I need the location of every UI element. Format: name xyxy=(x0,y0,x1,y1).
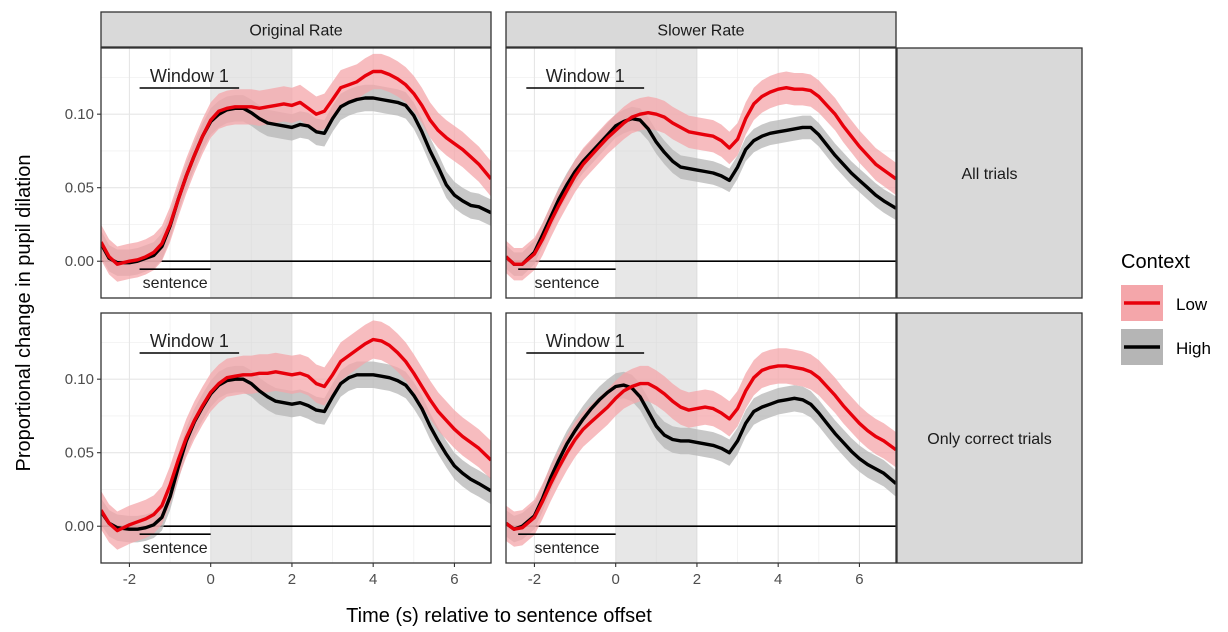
strip-all-trials: All trials xyxy=(896,47,1083,299)
facet-strips: Original Rate Slower Rate All trials Only c… xyxy=(100,11,1083,564)
x-axis-label: Time (s) relative to sentence offset xyxy=(346,605,652,627)
panel-slower-rate-all-trials-series xyxy=(506,71,896,281)
y-tick-label: 0.05 xyxy=(65,180,94,197)
x-tick-label: -2 xyxy=(123,571,136,588)
line-low xyxy=(101,337,491,533)
y-axis-label: Proportional change in pupil dilation xyxy=(13,155,35,472)
legend-key-low: Low xyxy=(1121,285,1208,321)
legend-key-high: High xyxy=(1121,329,1211,365)
window-label: Window 1 xyxy=(546,331,625,351)
strip-background xyxy=(505,11,897,48)
panel-original-rate-only-correct-trials-series xyxy=(101,320,491,550)
window-label: Window 1 xyxy=(150,331,229,351)
x-tick-label: -2 xyxy=(528,571,541,588)
strip-background xyxy=(896,312,1083,564)
strip-label: Slower Rate xyxy=(657,23,744,40)
sentence-label: sentence xyxy=(534,540,599,557)
line-low xyxy=(506,86,896,266)
ribbon-low xyxy=(101,320,491,550)
panel-original-rate-only-correct-trials-border xyxy=(100,312,492,564)
strip-background xyxy=(896,47,1083,299)
x-tick-label: 2 xyxy=(288,571,296,588)
strip-slower-rate: Slower Rate xyxy=(505,11,897,48)
strip-only-correct-trials: Only correct trials xyxy=(896,312,1083,564)
y-tick-label: 0.00 xyxy=(65,518,94,535)
line-high xyxy=(101,373,491,531)
y-tick-label: 0.05 xyxy=(65,445,94,462)
strip-label: Only correct trials xyxy=(927,431,1051,448)
x-tick-label: 0 xyxy=(207,571,215,588)
legend-title: Context xyxy=(1121,251,1190,273)
sentence-label: sentence xyxy=(534,275,599,292)
panel-original-rate-all-trials-series xyxy=(101,53,491,282)
strip-background xyxy=(100,11,492,48)
panel-slower-rate-only-correct-trials: Window 1 sentence xyxy=(505,312,897,564)
strip-label: All trials xyxy=(961,166,1017,183)
x-tick-label: 6 xyxy=(450,571,458,588)
strip-original-rate: Original Rate xyxy=(100,11,492,48)
x-tick-label: 6 xyxy=(855,571,863,588)
panel-slower-rate-all-trials: Window 1 sentence xyxy=(505,47,897,299)
panel-slower-rate-only-correct-trials-series xyxy=(506,348,896,547)
window-label: Window 1 xyxy=(546,66,625,86)
sentence-label: sentence xyxy=(143,540,208,557)
panel-slower-rate-all-trials-border xyxy=(505,47,897,299)
legend-label-low: Low xyxy=(1176,295,1208,314)
y-tick-label: 0.00 xyxy=(65,253,94,270)
strip-label: Original Rate xyxy=(249,23,342,40)
panel-original-rate-all-trials: Window 1 sentence xyxy=(100,47,492,299)
sentence-label: sentence xyxy=(143,275,208,292)
axes: 0.00 0.05 0.10 0.00 0.05 0.10 -2 0 2 4 6 -2 0 2 4 6 xyxy=(65,106,864,588)
x-tick-label: 0 xyxy=(612,571,620,588)
window-label: Window 1 xyxy=(150,66,229,86)
line-high xyxy=(506,383,896,531)
line-low xyxy=(101,69,491,266)
legend: Context Low High xyxy=(1121,251,1211,365)
x-tick-label: 2 xyxy=(693,571,701,588)
y-tick-label: 0.10 xyxy=(65,371,94,388)
x-tick-label: 4 xyxy=(774,571,782,588)
legend-label-high: High xyxy=(1176,339,1211,358)
panel-original-rate-all-trials-border xyxy=(100,47,492,299)
line-low xyxy=(506,364,896,531)
line-high xyxy=(506,116,896,266)
panel-original-rate-only-correct-trials-background xyxy=(101,313,491,563)
y-tick-label: 0.10 xyxy=(65,106,94,123)
panel-slower-rate-only-correct-trials-border xyxy=(505,312,897,564)
panel-original-rate-only-correct-trials: Window 1 sentence xyxy=(100,312,492,564)
ribbon-low xyxy=(506,71,896,281)
x-tick-label: 4 xyxy=(369,571,377,588)
